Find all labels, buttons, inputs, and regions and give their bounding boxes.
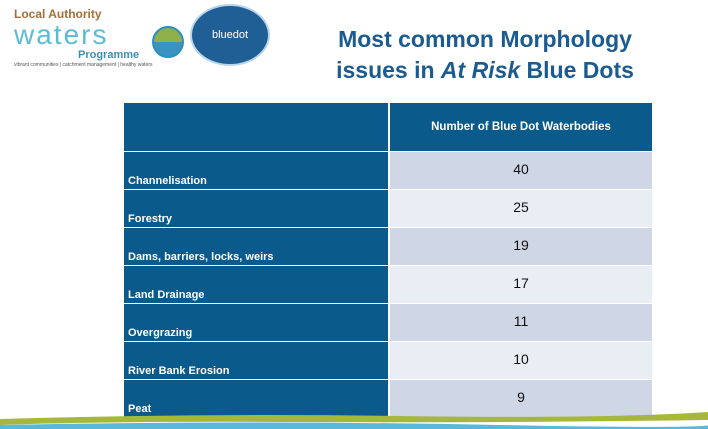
row-label: Channelisation (124, 151, 390, 190)
table-row: Forestry 25 (124, 189, 652, 228)
logo-text: Programme (78, 49, 140, 61)
header-cell: Number of Blue Dot Waterbodies (389, 103, 652, 152)
bluedot-logo: bluedot (190, 4, 270, 66)
title-text: issues in (336, 57, 441, 83)
row-value: 19 (389, 227, 652, 266)
row-value: 40 (389, 151, 652, 190)
row-value: 9 (389, 379, 652, 417)
morphology-table: Number of Blue Dot Waterbodies Channelis… (124, 103, 652, 417)
row-label: Land Drainage (124, 265, 390, 304)
title-text: Blue Dots (520, 57, 634, 83)
row-value: 25 (389, 189, 652, 228)
row-label: Peat (124, 379, 390, 417)
table-row: Overgrazing 11 (124, 303, 652, 342)
bluedot-logo-text: bluedot (211, 29, 249, 41)
logo-text: waters (14, 19, 109, 50)
row-label: River Bank Erosion (124, 341, 390, 380)
table-row: River Bank Erosion 10 (124, 341, 652, 380)
logo-tagline: vibrant communities | catchment manageme… (14, 62, 153, 68)
title-italic: At Risk (440, 57, 521, 83)
row-label: Dams, barriers, locks, weirs (124, 227, 390, 266)
table-row: Channelisation 40 (124, 151, 652, 190)
table-header-row: Number of Blue Dot Waterbodies (124, 103, 652, 152)
row-label: Forestry (124, 189, 390, 228)
decorative-wave (0, 412, 708, 429)
row-value: 11 (389, 303, 652, 342)
row-value: 17 (389, 265, 652, 304)
table-row: Dams, barriers, locks, weirs 19 (124, 227, 652, 266)
slide-title: Most common Morphology issues in At Risk… (300, 24, 670, 86)
row-value: 10 (389, 341, 652, 380)
globe-icon (152, 26, 184, 58)
logo-text: Local Authority (14, 7, 102, 21)
local-authority-waters-logo: Local Authority waters Programme vibrant… (14, 7, 184, 68)
header-cell (124, 103, 390, 152)
title-line-2: issues in At Risk Blue Dots (300, 55, 670, 86)
title-line-1: Most common Morphology (338, 26, 632, 52)
table-row: Land Drainage 17 (124, 265, 652, 304)
row-label: Overgrazing (124, 303, 390, 342)
table-row: Peat 9 (124, 379, 652, 417)
